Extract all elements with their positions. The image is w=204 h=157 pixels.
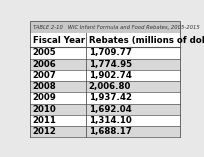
Text: 2012: 2012 — [33, 127, 57, 136]
Text: 1,709.77: 1,709.77 — [89, 48, 132, 57]
Bar — [30, 92, 180, 103]
Text: 2011: 2011 — [33, 116, 57, 125]
Text: Rebates (millions of dollars): Rebates (millions of dollars) — [89, 36, 204, 45]
Text: 2009: 2009 — [33, 93, 56, 102]
Text: 2010: 2010 — [33, 105, 56, 114]
Text: TABLE 2-10   WIC Infant Formula and Food Rebates, 2005-2015: TABLE 2-10 WIC Infant Formula and Food R… — [33, 25, 199, 30]
Bar — [30, 126, 180, 137]
Text: 1,688.17: 1,688.17 — [89, 127, 132, 136]
Bar — [30, 115, 180, 126]
Text: 2,006.80: 2,006.80 — [89, 82, 131, 91]
Bar — [30, 59, 180, 70]
Text: 2007: 2007 — [33, 71, 57, 80]
Bar — [30, 33, 180, 47]
Bar — [30, 103, 180, 115]
Text: 2005: 2005 — [33, 48, 56, 57]
Text: 1,902.74: 1,902.74 — [89, 71, 132, 80]
Bar — [30, 21, 180, 33]
Bar — [30, 81, 180, 92]
Text: 1,692.04: 1,692.04 — [89, 105, 132, 114]
Bar — [30, 70, 180, 81]
Bar — [30, 47, 180, 59]
Text: 2006: 2006 — [33, 60, 56, 69]
Text: 1,774.95: 1,774.95 — [89, 60, 132, 69]
Text: 1,937.42: 1,937.42 — [89, 93, 132, 102]
Text: 1,314.10: 1,314.10 — [89, 116, 132, 125]
Text: Fiscal Year: Fiscal Year — [33, 36, 85, 45]
Text: 2008: 2008 — [33, 82, 56, 91]
